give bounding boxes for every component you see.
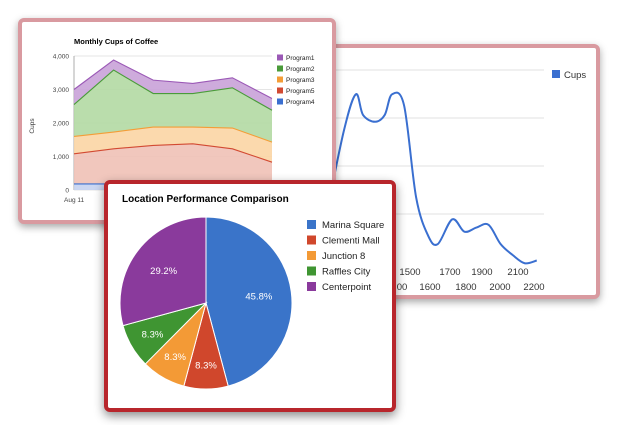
- area-series-line-program3: [73, 126, 273, 143]
- line-xtick-bottom: 00: [397, 282, 408, 293]
- pie-legend-swatch: [307, 235, 316, 245]
- line-xtick-bottom: 2000: [489, 282, 510, 293]
- pie-chart-title: Location Performance Comparison: [122, 194, 289, 205]
- area-legend-label: Program1: [286, 55, 315, 62]
- pie-legend-label: Marina Square: [322, 220, 384, 231]
- pie-chart-card: Location Performance Comparison 45.8% 8.3%…: [104, 180, 396, 412]
- line-xtick-top: 1700: [439, 267, 460, 278]
- area-chart: Monthly Cups of Coffee Cups 0 1,000 2,000 3,0…: [29, 37, 315, 204]
- line-legend-label: Cups: [564, 70, 586, 81]
- area-legend-label: Program3: [286, 77, 315, 84]
- pie-slice-label: 8.3%: [164, 352, 186, 363]
- pie-legend-swatch: [307, 220, 316, 229]
- pie-slice-label: 29.2%: [150, 266, 177, 277]
- area-series-program2: [74, 70, 272, 143]
- pie-legend-label: Raffles City: [322, 267, 371, 278]
- line-xtick-top: 1500: [399, 267, 420, 278]
- area-ytick-label: 4,000: [53, 54, 70, 61]
- line-legend-swatch: [552, 70, 560, 78]
- area-series-program5: [74, 143, 272, 184]
- area-legend-swatch: [277, 54, 283, 61]
- area-ytick-label: 1,000: [53, 154, 70, 161]
- area-chart-title: Monthly Cups of Coffee: [74, 37, 158, 46]
- area-legend-swatch: [277, 87, 283, 94]
- area-legend-label: Program4: [286, 99, 315, 106]
- area-legend-label: Program5: [286, 88, 315, 95]
- area-legend-label: Program2: [286, 66, 315, 73]
- line-xtick-bottom: 2200: [523, 282, 544, 293]
- pie-legend-swatch: [307, 266, 316, 276]
- pie-slice-label: 45.8%: [245, 292, 272, 303]
- area-ytick-label: 3,000: [53, 87, 70, 94]
- line-series-cups: [323, 91, 538, 265]
- area-ytick-label: 0: [65, 188, 69, 195]
- pie-slice-label: 8.3%: [142, 330, 164, 341]
- area-chart-ylabel: Cups: [29, 118, 36, 134]
- pie-slice-centerpoint: [119, 216, 207, 327]
- area-legend-swatch: [277, 76, 283, 83]
- pie-legend-label: Clementi Mall: [322, 236, 380, 247]
- area-series-program1: [74, 60, 272, 111]
- area-xtick-label: Aug 11: [64, 197, 85, 204]
- pie-slice-label: 8.3%: [195, 360, 217, 371]
- line-chart: Cups 1500 1700 1900 2100 00 1600 1800 2000 2200: [322, 69, 586, 293]
- area-legend-swatch: [277, 98, 283, 105]
- area-series-line-program5: [73, 143, 273, 163]
- pie-legend-swatch: [307, 282, 316, 291]
- line-xtick-bottom: 1600: [419, 282, 440, 293]
- area-series-line-program1: [73, 59, 273, 100]
- line-xtick-top: 2100: [507, 267, 528, 278]
- area-series-line-program2: [73, 69, 273, 111]
- line-xtick-top: 1900: [471, 267, 492, 278]
- area-legend-swatch: [277, 65, 283, 72]
- area-ytick-label: 2,000: [53, 121, 70, 128]
- pie-legend-swatch: [307, 251, 316, 260]
- pie-legend-label: Junction 8: [322, 251, 365, 262]
- line-xtick-bottom: 1800: [455, 282, 476, 293]
- pie-legend-label: Centerpoint: [322, 282, 371, 293]
- pie-chart: Location Performance Comparison 45.8% 8.3%…: [119, 194, 384, 390]
- pie-slice-marina-square: [205, 216, 293, 387]
